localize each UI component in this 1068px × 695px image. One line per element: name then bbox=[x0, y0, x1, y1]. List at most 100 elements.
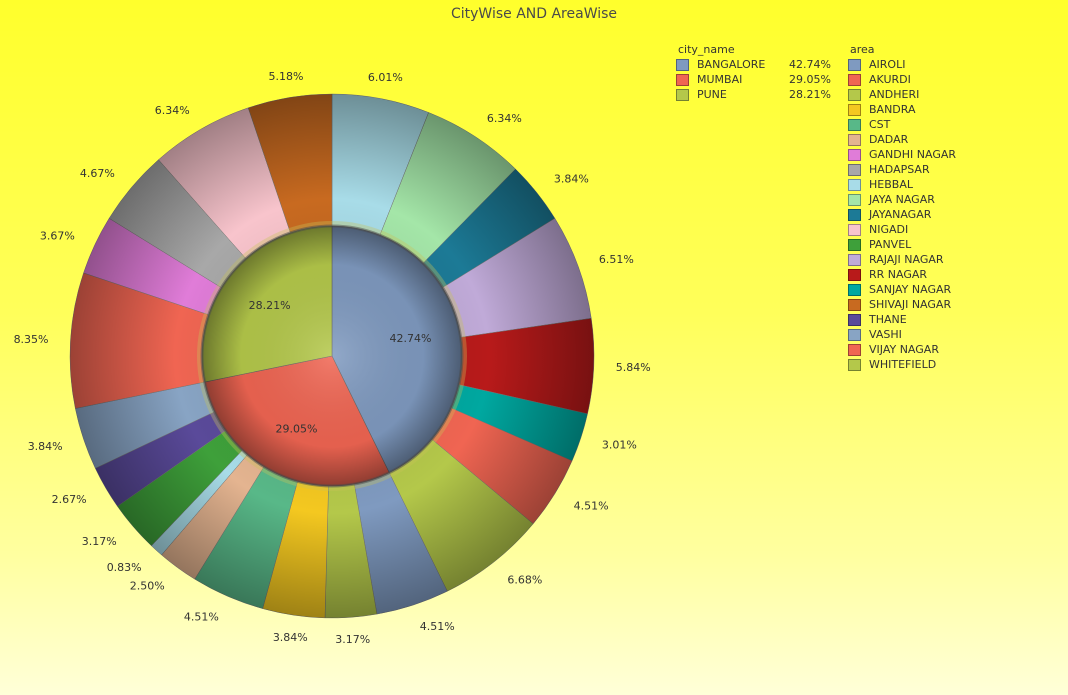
legend-swatch bbox=[848, 88, 861, 101]
outer-label-whitefield: 6.68% bbox=[507, 573, 542, 586]
legend-label: WHITEFIELD bbox=[869, 358, 937, 371]
area-legend-item-andheri[interactable]: ANDHERI bbox=[848, 87, 956, 102]
area-legend-item-panvel[interactable]: PANVEL bbox=[848, 237, 956, 252]
area-legend-item-thane[interactable]: THANE bbox=[848, 312, 956, 327]
outer-label-hebbal: 0.83% bbox=[107, 561, 142, 574]
legend-swatch bbox=[676, 58, 689, 71]
legend-swatch bbox=[848, 118, 861, 131]
outer-label-shivaji-nagar: 5.18% bbox=[269, 70, 304, 83]
outer-label-airoli: 4.51% bbox=[420, 620, 455, 633]
legend-label: RR NAGAR bbox=[869, 268, 928, 281]
area-legend-item-vashi[interactable]: VASHI bbox=[848, 327, 956, 342]
outer-label-jaya-nagar: 6.34% bbox=[487, 112, 522, 125]
legend-swatch bbox=[848, 163, 861, 176]
area-legend-item-akurdi[interactable]: AKURDI bbox=[848, 72, 956, 87]
outer-label-vijay-nagar: 4.51% bbox=[574, 499, 609, 512]
legend-swatch bbox=[848, 313, 861, 326]
legend-label: BANDRA bbox=[869, 103, 916, 116]
legend-swatch bbox=[848, 178, 861, 191]
legend-percent: 42.74% bbox=[789, 58, 831, 71]
legend-label: HADAPSAR bbox=[869, 163, 930, 176]
city-legend-item-mumbai[interactable]: MUMBAI 29.05% bbox=[676, 72, 831, 87]
legend-swatch bbox=[848, 268, 861, 281]
legend-swatch bbox=[848, 223, 861, 236]
area-legend-item-cst[interactable]: CST bbox=[848, 117, 956, 132]
legend-label: PUNE bbox=[697, 88, 727, 101]
outer-label-dadar: 2.50% bbox=[130, 579, 165, 592]
area-legend-item-dadar[interactable]: DADAR bbox=[848, 132, 956, 147]
outer-label-akurdi: 8.35% bbox=[14, 333, 49, 346]
legend-label: BANGALORE bbox=[697, 58, 766, 71]
area-legend-item-rajaji-nagar[interactable]: RAJAJI NAGAR bbox=[848, 252, 956, 267]
outer-label-thane: 2.67% bbox=[52, 493, 87, 506]
area-legend-item-rr-nagar[interactable]: RR NAGAR bbox=[848, 267, 956, 282]
area-legend-item-gandhi-nagar[interactable]: GANDHI NAGAR bbox=[848, 147, 956, 162]
outer-label-hebbal: 6.01% bbox=[368, 71, 403, 84]
legend-swatch bbox=[848, 133, 861, 146]
area-legend-item-airoli[interactable]: AIROLI bbox=[848, 57, 956, 72]
city-legend-item-pune[interactable]: PUNE 28.21% bbox=[676, 87, 831, 102]
inner-label-bangalore: 42.74% bbox=[390, 332, 432, 345]
legend-label: NIGADI bbox=[869, 223, 909, 236]
legend-percent: 29.05% bbox=[789, 73, 831, 86]
area-legend-item-sanjay-nagar[interactable]: SANJAY NAGAR bbox=[848, 282, 956, 297]
legend-label: AKURDI bbox=[869, 73, 911, 86]
area-legend-item-nigadi[interactable]: NIGADI bbox=[848, 222, 956, 237]
area-legend-item-vijay-nagar[interactable]: VIJAY NAGAR bbox=[848, 342, 956, 357]
outer-label-rr-nagar: 5.84% bbox=[616, 361, 651, 374]
area-legend-item-hadapsar[interactable]: HADAPSAR bbox=[848, 162, 956, 177]
area-legend: area AIROLI AKURDI ANDHERI BANDRA CST DADAR GA… bbox=[848, 42, 956, 372]
outer-label-andheri: 3.17% bbox=[335, 633, 370, 646]
outer-label-gandhi-nagar: 3.67% bbox=[40, 230, 75, 243]
legend-swatch bbox=[848, 73, 861, 86]
legend-swatch bbox=[848, 328, 861, 341]
legend-swatch bbox=[848, 58, 861, 71]
outer-label-vashi: 3.84% bbox=[28, 440, 63, 453]
legend-swatch bbox=[848, 193, 861, 206]
area-legend-item-jayanagar[interactable]: JAYANAGAR bbox=[848, 207, 956, 222]
legend-label: VIJAY NAGAR bbox=[869, 343, 939, 356]
outer-label-hadapsar: 4.67% bbox=[80, 167, 115, 180]
legend-label: JAYA NAGAR bbox=[869, 193, 935, 206]
area-legend-item-jaya-nagar[interactable]: JAYA NAGAR bbox=[848, 192, 956, 207]
city-legend-item-bangalore[interactable]: BANGALORE 42.74% bbox=[676, 57, 831, 72]
legend-label: PANVEL bbox=[869, 238, 912, 251]
legend-swatch bbox=[848, 208, 861, 221]
legend-label: HEBBAL bbox=[869, 178, 913, 191]
legend-label: CST bbox=[869, 118, 891, 131]
area-legend-item-bandra[interactable]: BANDRA bbox=[848, 102, 956, 117]
legend-label: SANJAY NAGAR bbox=[869, 283, 952, 296]
outer-label-jayanagar: 3.84% bbox=[554, 173, 589, 186]
chart-title: CityWise AND AreaWise bbox=[450, 6, 618, 22]
outer-label-cst: 4.51% bbox=[184, 610, 219, 623]
outer-label-sanjay-nagar: 3.01% bbox=[602, 439, 637, 452]
legend-label: MUMBAI bbox=[697, 73, 743, 86]
inner-label-pune: 28.21% bbox=[249, 299, 291, 312]
inner-label-mumbai: 29.05% bbox=[275, 422, 317, 435]
area-legend-item-whitefield[interactable]: WHITEFIELD bbox=[848, 357, 956, 372]
slice-labels: 6.01% 6.34% 3.84% 6.51% 5.84% 3.01% 4.51% 6.68%… bbox=[14, 70, 651, 646]
inner-ring bbox=[200, 224, 464, 488]
outer-label-bandra: 3.84% bbox=[273, 631, 308, 644]
legend-swatch bbox=[676, 73, 689, 86]
legend-swatch bbox=[848, 283, 861, 296]
legend-swatch bbox=[848, 253, 861, 266]
legend-label: DADAR bbox=[869, 133, 909, 146]
outer-label-panvel: 3.17% bbox=[82, 535, 117, 548]
area-legend-item-shivaji-nagar[interactable]: SHIVAJI NAGAR bbox=[848, 297, 956, 312]
legend-label: RAJAJI NAGAR bbox=[869, 253, 944, 266]
city-legend-title: city_name bbox=[678, 43, 735, 56]
legend-swatch bbox=[848, 343, 861, 356]
outer-label-rajaji-nagar: 6.51% bbox=[599, 253, 634, 266]
legend-label: ANDHERI bbox=[869, 88, 920, 101]
outer-label-nigadi: 6.34% bbox=[155, 104, 190, 117]
legend-label: SHIVAJI NAGAR bbox=[869, 298, 952, 311]
legend-label: GANDHI NAGAR bbox=[869, 148, 957, 161]
legend-swatch bbox=[848, 358, 861, 371]
legend-swatch bbox=[848, 148, 861, 161]
legend-label: THANE bbox=[869, 313, 907, 326]
legend-swatch bbox=[676, 88, 689, 101]
legend-label: VASHI bbox=[869, 328, 902, 341]
area-legend-item-hebbal[interactable]: HEBBAL bbox=[848, 177, 956, 192]
legend-label: JAYANAGAR bbox=[869, 208, 932, 221]
